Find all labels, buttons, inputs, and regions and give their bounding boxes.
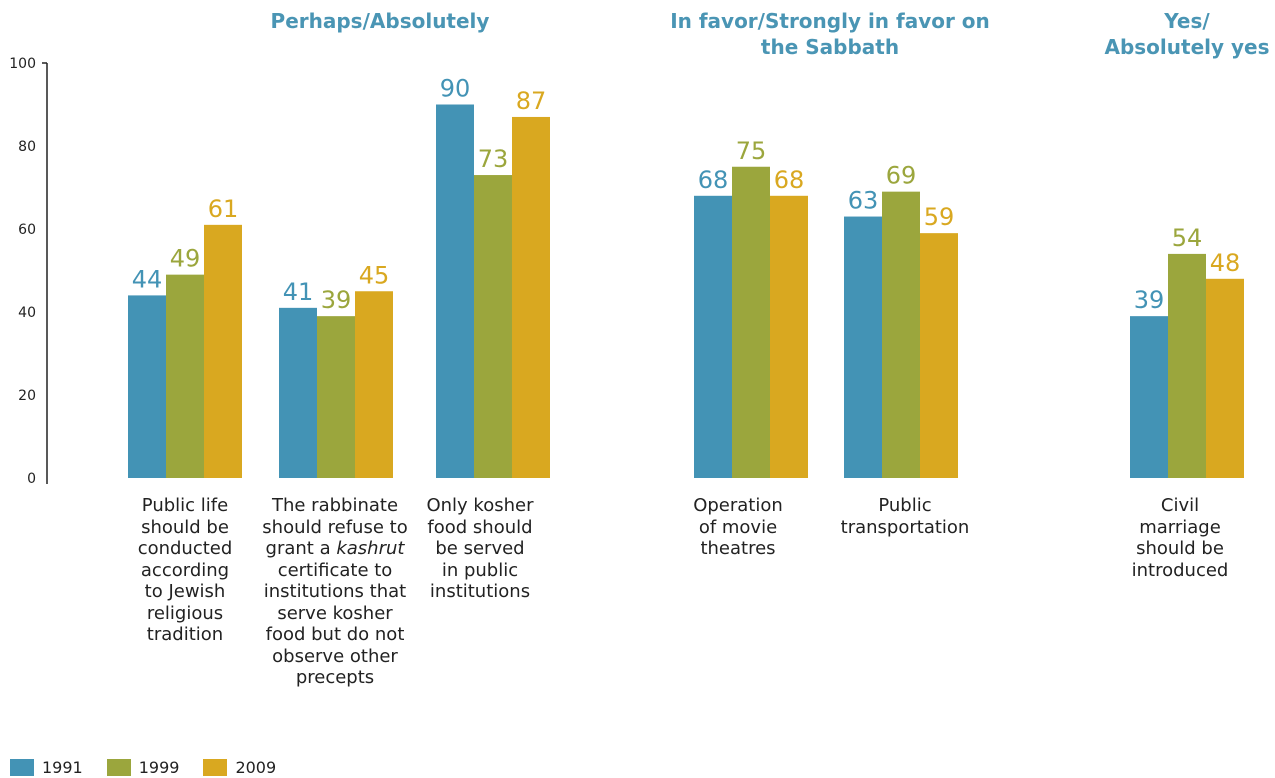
data-label-2009: 61 [208, 195, 239, 223]
bar-1991 [128, 295, 166, 478]
category-label-kosher-food: Only kosher food should be served in pub… [426, 495, 534, 602]
data-label-1999: 54 [1172, 224, 1203, 252]
y-tick-label: 20 [18, 388, 36, 404]
bar-1999 [317, 316, 355, 478]
data-label-1991: 44 [132, 265, 163, 293]
y-tick-label: 0 [27, 471, 36, 487]
bar-1999 [166, 274, 204, 478]
data-label-2009: 48 [1210, 249, 1241, 277]
data-label-1991: 63 [848, 187, 879, 215]
y-tick-label: 80 [18, 139, 36, 155]
bar-2009 [355, 291, 393, 478]
bar-2009 [512, 116, 550, 478]
bar-1991 [844, 216, 882, 479]
legend-item-1999: 1999 [106, 758, 180, 777]
category-label-public-transportation: Public transportation [840, 495, 970, 538]
data-label-2009: 59 [924, 203, 955, 231]
data-label-1991: 90 [440, 75, 471, 103]
bar-1991 [279, 307, 317, 478]
data-label-1999: 49 [170, 245, 201, 273]
legend-label-2009: 2009 [235, 758, 277, 777]
y-tick-label: 60 [18, 222, 36, 238]
category-label-movie-theatres: Operation of movie theatres [693, 495, 783, 559]
category-label-civil-marriage: Civil marriage should be introduced [1131, 495, 1229, 581]
bar-2009 [1206, 278, 1244, 478]
y-tick-label: 40 [18, 305, 36, 321]
y-tick-label: 100 [9, 56, 36, 72]
data-label-1999: 75 [736, 137, 767, 165]
category-label-rabbinate: The rabbinate should refuse to grant a k… [262, 495, 408, 688]
data-label-1991: 41 [283, 278, 314, 306]
legend-item-1991: 1991 [10, 758, 83, 777]
data-label-1991: 68 [698, 166, 729, 194]
legend-label-1991: 1991 [42, 758, 83, 777]
legend-swatch-1991 [10, 759, 34, 776]
data-label-1999: 69 [886, 162, 917, 190]
group-title-religion: Perhaps/Absolutely [270, 9, 490, 33]
bar-1999 [882, 191, 920, 478]
legend-swatch-2009 [203, 759, 228, 776]
bar-1999 [1168, 253, 1206, 478]
group-title-sabbath: In favor/Strongly in favor on the Sabbat… [670, 9, 990, 59]
bar-1991 [436, 104, 474, 478]
data-label-2009: 45 [359, 261, 390, 289]
bar-2009 [770, 195, 808, 479]
bar-1999 [474, 175, 512, 479]
legend-label-1999: 1999 [138, 758, 180, 777]
data-label-1999: 73 [478, 145, 509, 173]
data-label-1991: 39 [1134, 286, 1165, 314]
data-label-1999: 39 [321, 286, 352, 314]
bar-1991 [694, 195, 732, 479]
bar-1991 [1130, 316, 1168, 478]
bar-1999 [732, 166, 770, 478]
bar-2009 [204, 224, 242, 478]
legend-swatch-1999 [106, 759, 131, 776]
legend: 1991 1999 2009 [10, 758, 300, 777]
group-title-civil-marriage: Yes/ Absolutely yes [1104, 9, 1270, 59]
data-label-2009: 68 [774, 166, 805, 194]
italic-kashrut: kashrut [336, 538, 405, 559]
category-label-public-life: Public life should be conducted accordin… [137, 495, 233, 645]
bar-2009 [920, 233, 958, 478]
data-label-2009: 87 [516, 87, 547, 115]
legend-item-2009: 2009 [203, 758, 276, 777]
